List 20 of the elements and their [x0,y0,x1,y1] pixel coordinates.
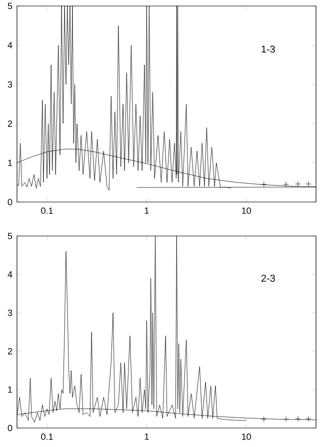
y-tick-label: 2 [8,120,12,127]
annotation: 1-3 [262,46,275,53]
x-tick-label: 1 [144,434,149,440]
x-tick-label: 0.1 [41,208,53,214]
y-tick-label: 0 [8,198,12,206]
y-tick-label: 3 [8,81,12,88]
y-tick-label: 1 [8,160,12,166]
y-tick-label: 1 [8,386,12,393]
x-tick-label: 1 [144,208,149,214]
y-tick-label: 5 [8,232,12,240]
y-tick-label: 0 [8,424,12,432]
x-tick-label: 0.1 [41,434,53,440]
y-tick-label: 5 [8,2,12,10]
y-tick-label: 4 [8,271,12,278]
x-tick-label: 10 [242,434,251,440]
annotation: 2-3 [261,274,275,282]
y-tick-label: 2 [8,348,12,354]
y-tick-label: 4 [8,42,12,48]
x-tick-label: 10 [242,208,251,214]
y-tick-label: 3 [8,310,12,316]
